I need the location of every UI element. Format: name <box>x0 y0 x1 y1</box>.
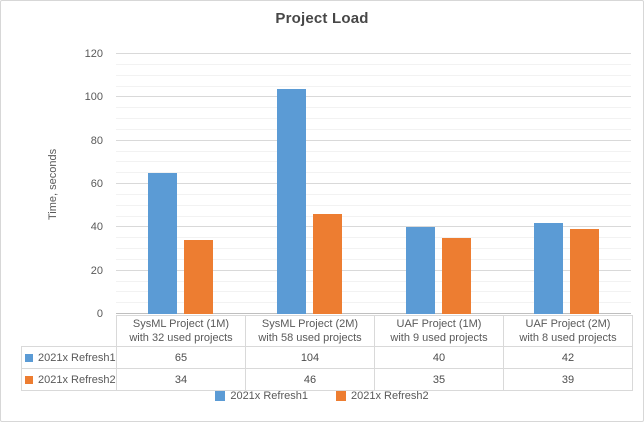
value-cell-2021x-refresh2-cat2: 46 <box>245 368 375 391</box>
legend-item-2021x-refresh2: 2021x Refresh2 <box>336 390 429 402</box>
bar-2021x-refresh1-cat1 <box>148 173 177 314</box>
bar-2021x-refresh2-cat3 <box>442 238 471 314</box>
minor-gridline-5 <box>116 302 631 304</box>
major-gridline-60 <box>116 183 631 184</box>
chart-title: Project Load <box>275 10 369 27</box>
data-table: SysML Project (1M) with 32 used projects… <box>21 315 633 391</box>
legend-marker-icon <box>336 391 346 401</box>
category-header-cell-4: UAF Project (2M) with 8 used projects <box>503 315 633 347</box>
minor-gridline-85 <box>116 128 631 130</box>
legend-item-2021x-refresh1: 2021x Refresh1 <box>215 390 308 402</box>
series-marker-icon <box>25 375 33 384</box>
y-axis-tick-labels: 0 20 40 60 80 100 120 <box>1 48 103 320</box>
major-gridline-120 <box>116 53 631 54</box>
x-axis-line <box>116 313 631 314</box>
category-header-cell-1: SysML Project (1M) with 32 used projects <box>116 315 246 347</box>
legend: 2021x Refresh1 2021x Refresh2 <box>1 390 643 402</box>
y-tick-label-20: 20 <box>90 265 103 277</box>
minor-gridline-45 <box>116 215 631 217</box>
minor-gridline-70 <box>116 161 631 163</box>
minor-gridline-65 <box>116 172 631 174</box>
value-cell-2021x-refresh1-cat2: 104 <box>245 346 375 369</box>
minor-gridline-105 <box>116 85 631 87</box>
series-label-cell: 2021x Refresh1 <box>21 346 117 369</box>
minor-gridline-15 <box>116 280 631 282</box>
category-header-row: SysML Project (1M) with 32 used projects… <box>22 315 633 347</box>
bar-2021x-refresh2-cat2 <box>313 214 342 314</box>
y-tick-label-0: 0 <box>96 308 103 320</box>
value-cell-2021x-refresh1-cat1: 65 <box>116 346 246 369</box>
y-tick-label-100: 100 <box>84 91 103 103</box>
bar-2021x-refresh1-cat3 <box>406 227 435 314</box>
data-table-body: SysML Project (1M) with 32 used projects… <box>21 315 633 391</box>
major-gridline-40 <box>116 226 631 228</box>
category-header-cell-2: SysML Project (2M) with 58 used projects <box>245 315 375 347</box>
value-cell-2021x-refresh1-cat3: 40 <box>374 346 504 369</box>
y-tick-label-120: 120 <box>84 48 103 60</box>
plot-area <box>116 53 631 314</box>
minor-gridline-35 <box>116 237 631 239</box>
series-row-1: 2021x Refresh1 65 104 40 42 <box>21 346 633 369</box>
series-marker-icon <box>25 353 33 362</box>
category-header-cell-3: UAF Project (1M) with 9 used projects <box>374 315 504 347</box>
y-tick-label-40: 40 <box>90 221 103 233</box>
minor-gridline-10 <box>116 291 631 293</box>
bar-2021x-refresh1-cat4 <box>534 223 563 314</box>
minor-gridline-75 <box>116 150 631 152</box>
minor-gridline-110 <box>116 74 631 76</box>
bar-2021x-refresh1-cat2 <box>277 89 306 314</box>
major-gridline-20 <box>116 269 631 271</box>
series-label-cell: 2021x Refresh2 <box>21 368 117 391</box>
minor-gridline-55 <box>116 193 631 195</box>
minor-gridline-50 <box>116 204 631 206</box>
value-cell-2021x-refresh2-cat3: 35 <box>374 368 504 391</box>
value-cell-2021x-refresh1-cat4: 42 <box>503 346 633 369</box>
minor-gridline-115 <box>116 63 631 65</box>
value-cell-2021x-refresh2-cat4: 39 <box>503 368 633 391</box>
bar-2021x-refresh2-cat4 <box>570 229 599 314</box>
minor-gridline-30 <box>116 248 631 249</box>
major-gridline-100 <box>116 96 631 98</box>
legend-label: 2021x Refresh2 <box>351 390 429 402</box>
y-tick-label-60: 60 <box>90 178 103 190</box>
value-cell-2021x-refresh2-cat1: 34 <box>116 368 246 391</box>
table-corner-cell <box>22 316 117 347</box>
major-gridline-80 <box>116 139 631 141</box>
minor-gridline-95 <box>116 107 631 109</box>
y-tick-label-80: 80 <box>90 135 103 147</box>
legend-label: 2021x Refresh1 <box>230 390 308 402</box>
legend-marker-icon <box>215 391 226 401</box>
series-row-2: 2021x Refresh2 34 46 35 39 <box>21 368 633 391</box>
bar-2021x-refresh2-cat1 <box>184 240 213 314</box>
minor-gridline-90 <box>116 118 631 119</box>
minor-gridline-25 <box>116 258 631 260</box>
